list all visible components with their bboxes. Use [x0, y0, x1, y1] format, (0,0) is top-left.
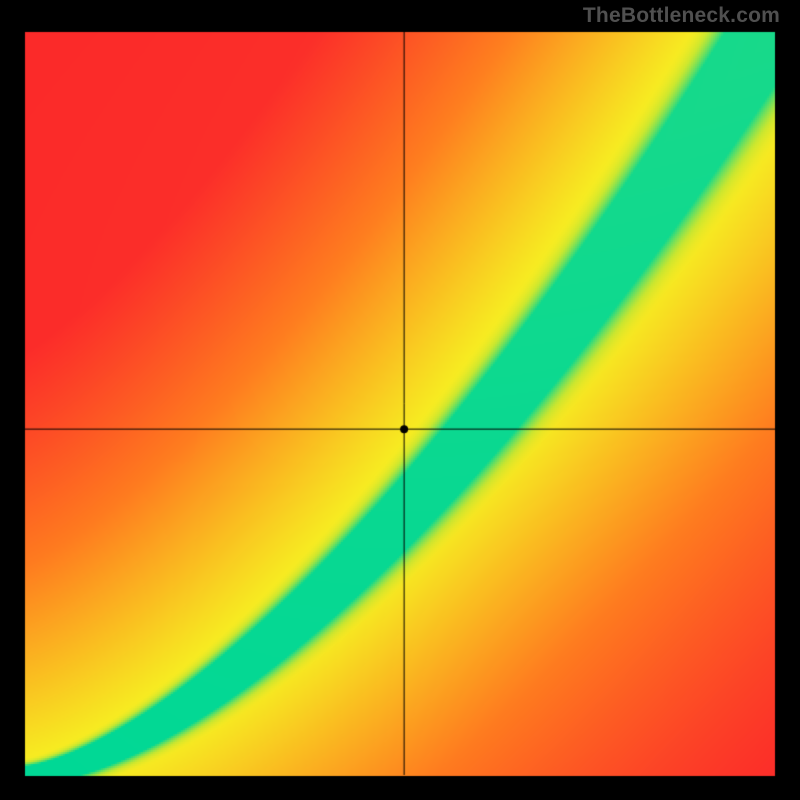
bottleneck-heatmap [0, 0, 800, 800]
watermark-text: TheBottleneck.com [583, 4, 780, 28]
